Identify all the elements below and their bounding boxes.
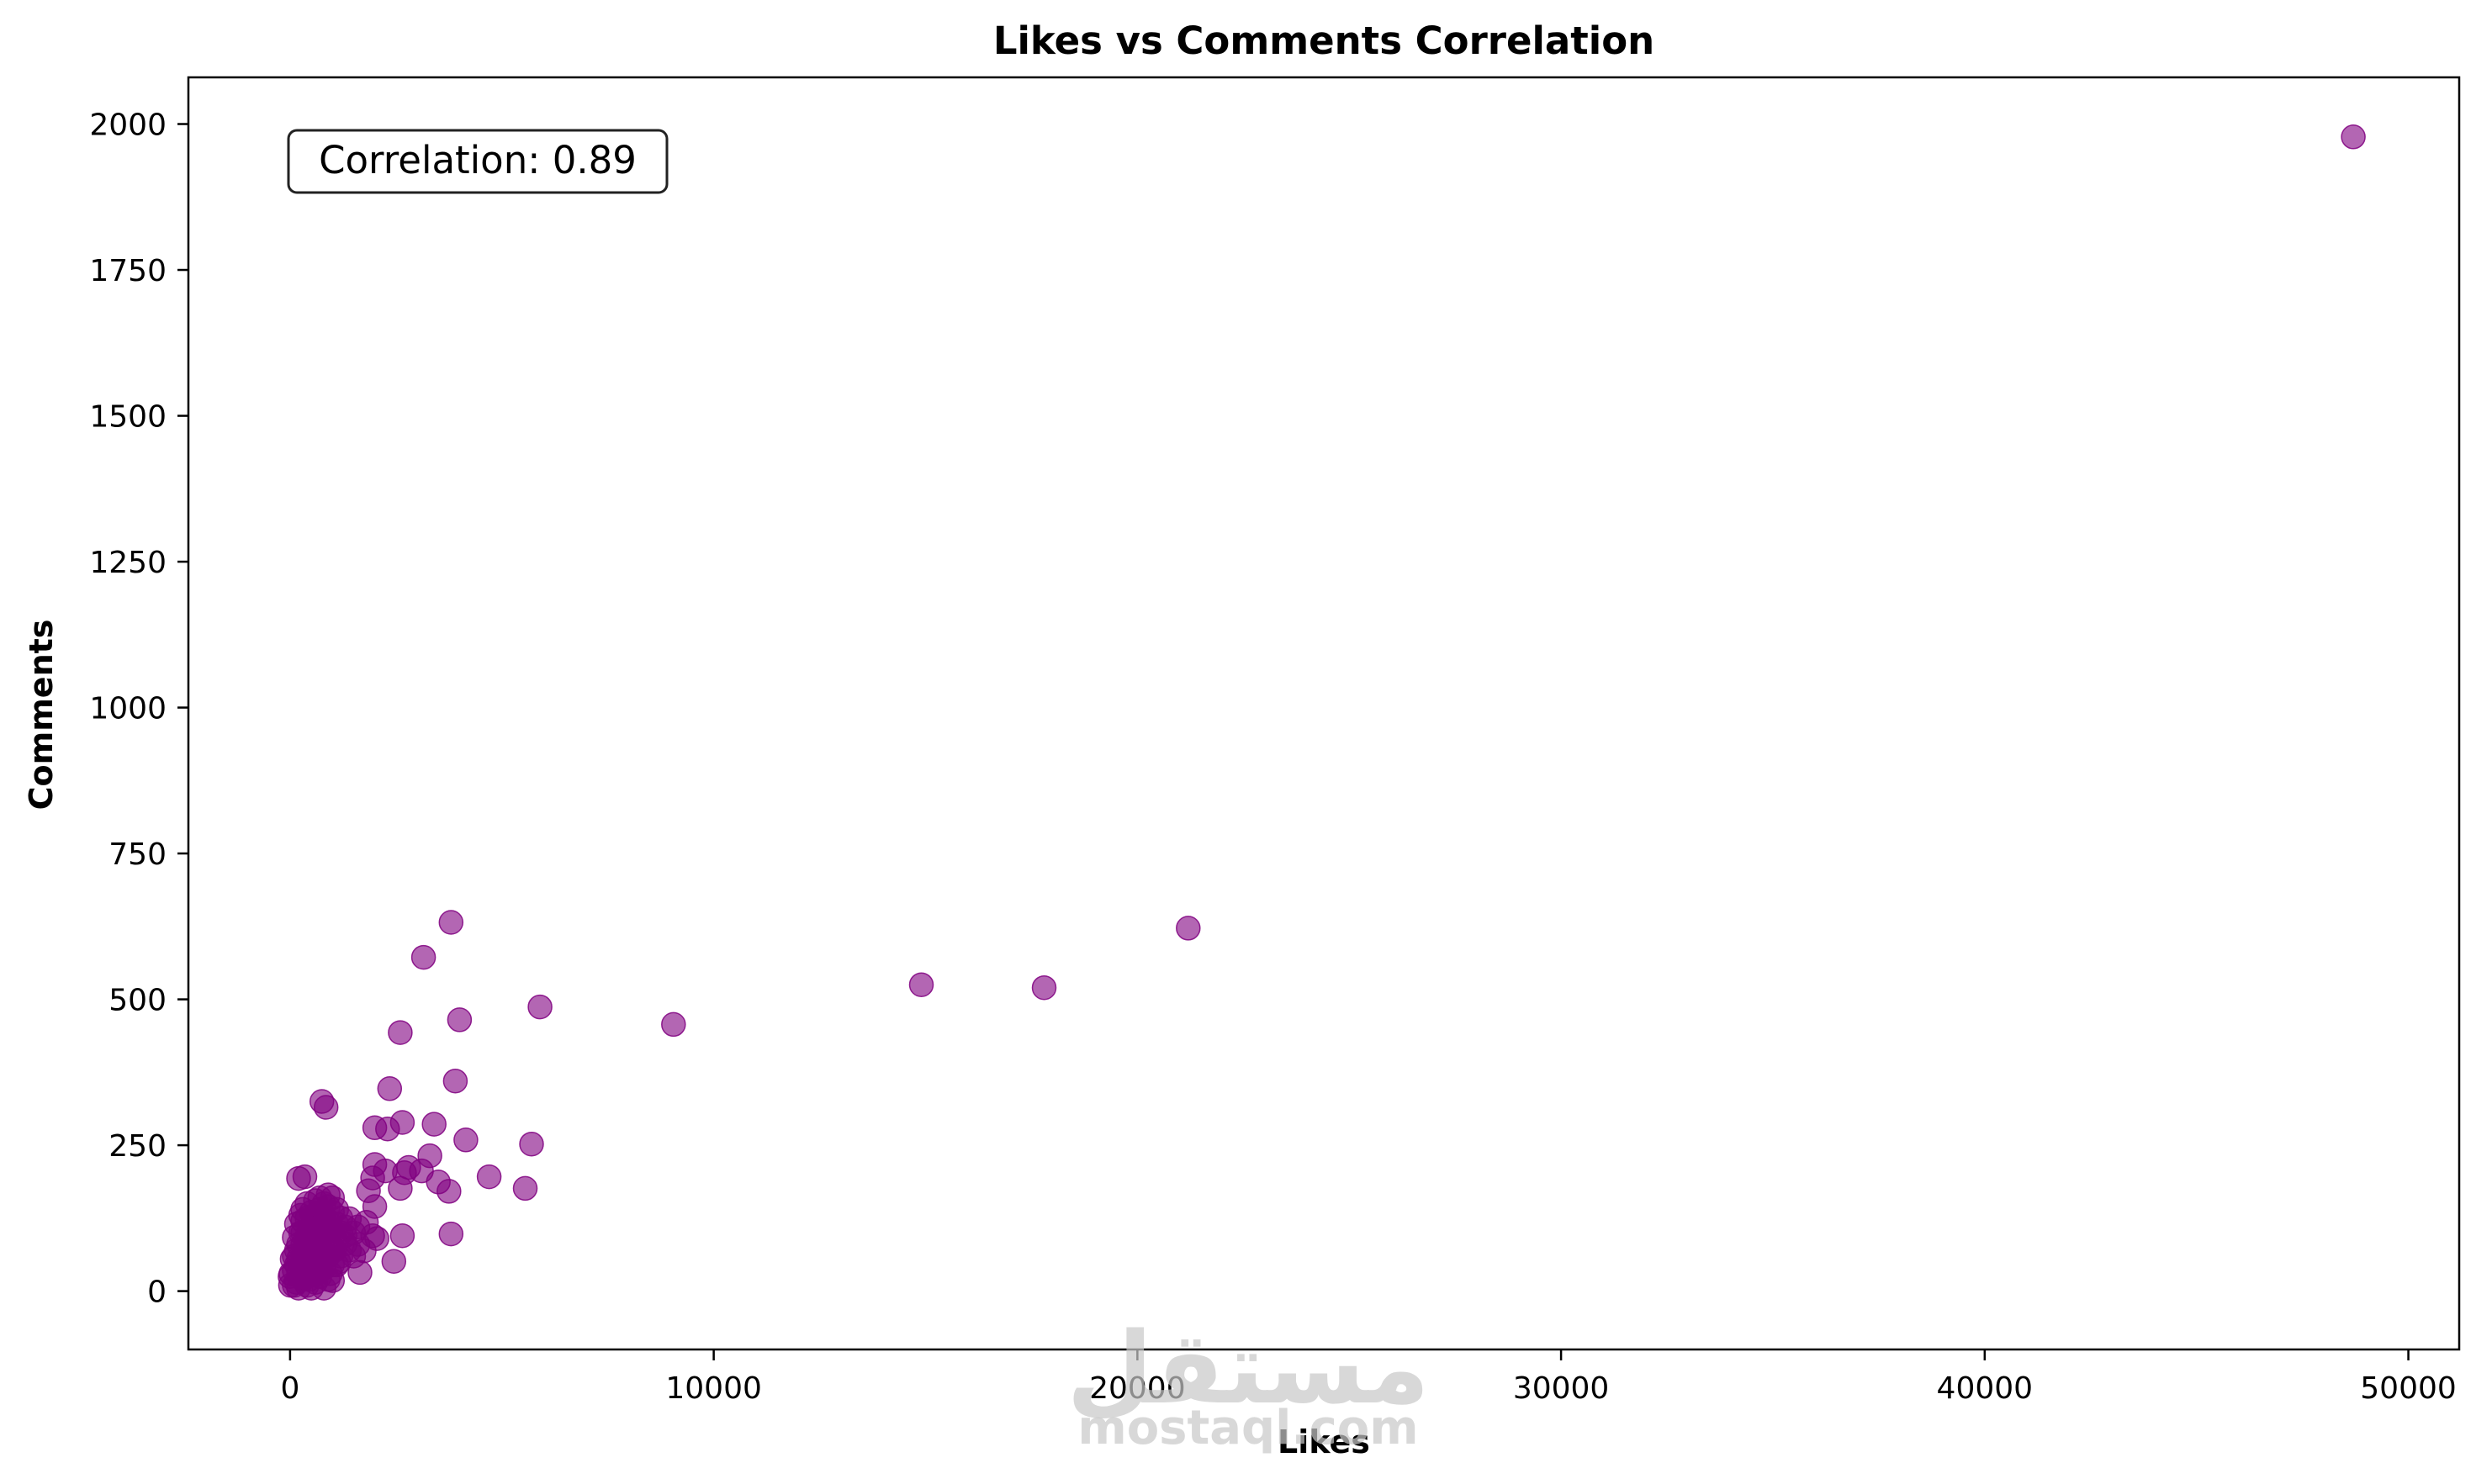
x-tick-label: 20000 (1089, 1371, 1186, 1406)
correlation-annotation: Correlation: 0.89 (319, 138, 637, 182)
y-tick-label: 1500 (89, 400, 167, 435)
y-tick-label: 1250 (89, 546, 167, 580)
data-point (527, 994, 553, 1020)
watermark-logo: مستقل (1066, 1310, 1430, 1426)
data-point (421, 1112, 447, 1137)
chart-title: Likes vs Comments Correlation (993, 18, 1654, 63)
data-point (388, 1175, 413, 1201)
watermark-site: mostaql.com (1077, 1401, 1418, 1455)
data-point (453, 1128, 479, 1153)
data-point (661, 1011, 686, 1038)
data-point (326, 1249, 352, 1275)
data-point (296, 1266, 322, 1292)
data-point (519, 1131, 544, 1157)
data-point (2341, 124, 2366, 150)
x-tick-label: 40000 (1937, 1371, 2034, 1406)
x-tick-label: 30000 (1513, 1371, 1610, 1406)
y-tick-label: 2000 (89, 108, 167, 143)
y-tick-label: 1750 (89, 254, 167, 288)
data-point (377, 1076, 403, 1101)
data-point (389, 1223, 415, 1249)
y-axis-ticks: 0 250 500 750 1000 1250 1500 1750 2000 (89, 108, 188, 1310)
x-tick-label: 10000 (665, 1371, 762, 1406)
plot-area (188, 77, 2459, 1349)
data-point (309, 1089, 335, 1114)
x-axis-ticks: 0 10000 20000 30000 40000 50000 (280, 1349, 2457, 1406)
data-point (345, 1214, 371, 1240)
data-point (362, 1115, 388, 1141)
data-points (278, 124, 2366, 1301)
data-point (286, 1165, 311, 1191)
x-axis-title: Likes (1278, 1423, 1370, 1460)
watermark: مستقل mostaql.com (1066, 1310, 1430, 1455)
data-point (442, 1068, 468, 1094)
data-point (410, 944, 436, 970)
annotation-box: Correlation: 0.89 (287, 129, 669, 194)
y-axis-title: Comments (23, 620, 60, 811)
data-point (438, 1221, 464, 1247)
data-point (388, 1020, 413, 1045)
data-point (447, 1007, 473, 1032)
y-tick-label: 250 (108, 1129, 167, 1164)
y-tick-label: 0 (147, 1275, 167, 1310)
y-tick-label: 500 (108, 984, 167, 1018)
plot-frame (187, 76, 2461, 1351)
x-tick-label: 50000 (2360, 1371, 2457, 1406)
data-point (356, 1178, 381, 1203)
data-point (438, 910, 464, 935)
data-point (1031, 974, 1057, 1001)
y-tick-label: 1000 (89, 692, 167, 726)
data-point (476, 1164, 502, 1190)
x-tick-label: 0 (280, 1371, 299, 1406)
data-point (512, 1175, 538, 1201)
y-tick-label: 750 (108, 837, 167, 872)
data-point (908, 972, 934, 997)
data-point (1176, 916, 1201, 941)
data-point (313, 1214, 339, 1240)
data-point (381, 1249, 407, 1274)
